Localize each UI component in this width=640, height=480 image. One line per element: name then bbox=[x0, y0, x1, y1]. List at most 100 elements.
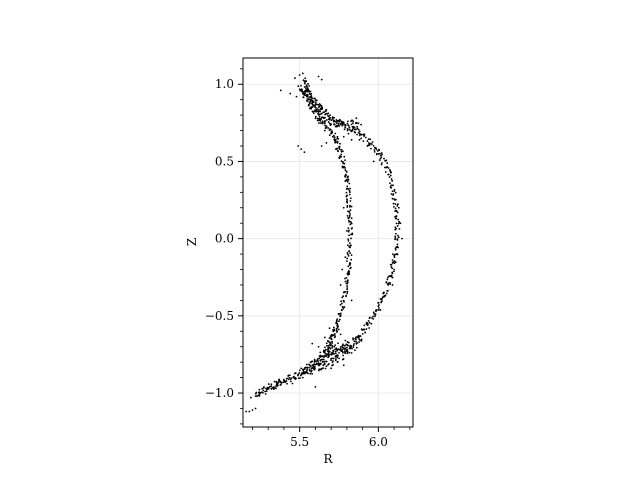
scatter-point bbox=[339, 303, 342, 306]
scatter-point bbox=[348, 229, 350, 232]
scatter-point bbox=[355, 346, 358, 349]
scatter-point bbox=[360, 133, 363, 136]
scatter-point bbox=[323, 111, 326, 113]
scatter-point bbox=[347, 239, 350, 242]
scatter-point bbox=[349, 347, 352, 350]
scatter-point bbox=[396, 205, 399, 207]
scatter-point bbox=[300, 148, 303, 150]
scatter-point bbox=[285, 380, 288, 383]
scatter-point bbox=[360, 137, 363, 140]
scatter-point bbox=[397, 206, 400, 209]
scatter-point bbox=[387, 284, 390, 286]
scatter-point bbox=[276, 384, 279, 387]
scatter-point bbox=[357, 334, 360, 337]
scatter-point bbox=[333, 345, 336, 348]
scatter-point bbox=[394, 191, 397, 194]
scatter-point bbox=[320, 104, 323, 107]
scatter-point bbox=[317, 362, 320, 365]
scatter-point bbox=[273, 380, 276, 383]
scatter-point bbox=[341, 124, 344, 127]
scatter-point bbox=[317, 345, 320, 348]
scatter-point bbox=[298, 74, 301, 76]
scatter-point bbox=[279, 89, 282, 92]
scatter-point bbox=[346, 215, 349, 217]
scatter-point bbox=[395, 217, 398, 220]
scatter-point bbox=[328, 129, 331, 132]
scatter-point bbox=[344, 159, 346, 161]
scatter-point bbox=[349, 204, 351, 207]
scatter-point bbox=[388, 176, 391, 178]
scatter-point bbox=[341, 344, 344, 347]
scatter-point bbox=[301, 376, 304, 379]
scatter-point bbox=[331, 135, 334, 138]
scatter-point bbox=[342, 358, 345, 360]
scatter-point bbox=[346, 127, 349, 130]
scatter-point bbox=[318, 122, 320, 124]
scatter-point bbox=[349, 200, 352, 202]
scatter-point bbox=[304, 90, 306, 93]
scatter-point bbox=[308, 363, 310, 366]
scatter-point bbox=[331, 361, 334, 364]
scatter-point bbox=[313, 368, 316, 371]
scatter-point bbox=[352, 126, 355, 129]
scatter-point bbox=[350, 299, 353, 302]
scatter-point bbox=[324, 353, 327, 355]
scatter-point bbox=[306, 366, 308, 369]
scatter-point bbox=[254, 407, 257, 410]
scatter-point bbox=[265, 390, 268, 393]
scatter-point bbox=[332, 364, 334, 366]
scatter-point bbox=[309, 361, 312, 364]
scatter-point bbox=[288, 376, 291, 379]
scatter-point bbox=[330, 359, 332, 362]
scatter-point bbox=[311, 101, 314, 104]
scatter-point bbox=[337, 325, 340, 328]
scatter-point bbox=[347, 188, 350, 191]
scatter-point bbox=[318, 115, 321, 118]
scatter-point bbox=[363, 135, 365, 138]
scatter-point bbox=[394, 247, 397, 250]
scatter-point bbox=[373, 146, 376, 149]
scatter-point bbox=[286, 382, 288, 385]
scatter-point bbox=[311, 97, 313, 100]
scatter-point bbox=[300, 374, 302, 377]
scatter-point bbox=[384, 171, 387, 173]
scatter-point bbox=[340, 120, 343, 123]
scatter-point bbox=[327, 121, 330, 123]
scatter-point bbox=[384, 159, 387, 162]
scatter-point bbox=[287, 378, 290, 381]
scatter-point bbox=[332, 134, 335, 137]
scatter-point bbox=[338, 156, 341, 159]
scatter-point bbox=[303, 151, 306, 154]
scatter-point bbox=[358, 337, 360, 340]
scatter-point bbox=[396, 225, 399, 227]
scatter-point bbox=[360, 340, 363, 342]
scatter-point bbox=[351, 233, 354, 236]
scatter-point bbox=[307, 88, 310, 91]
scatter-point bbox=[353, 340, 356, 343]
scatter-point bbox=[391, 190, 394, 193]
scatter-point bbox=[314, 117, 317, 120]
scatter-point bbox=[258, 394, 261, 397]
scatter-point bbox=[303, 368, 306, 370]
scatter-point bbox=[346, 251, 349, 254]
scatter-point bbox=[375, 152, 378, 155]
scatter-point bbox=[316, 117, 319, 120]
scatter-point bbox=[346, 129, 349, 132]
scatter-point bbox=[396, 253, 399, 255]
scatter-point bbox=[324, 120, 327, 123]
scatter-point bbox=[333, 326, 335, 329]
scatter-point bbox=[280, 381, 283, 384]
scatter-point bbox=[311, 372, 314, 375]
axis-ticks: 5.5 6.0 −1.0 −0.5 0.0 0.5 1.0 bbox=[205, 68, 411, 449]
scatter-point bbox=[302, 370, 305, 373]
scatter-point bbox=[399, 222, 402, 225]
scatter-point bbox=[305, 80, 308, 83]
scatter-point bbox=[393, 270, 395, 273]
scatter-point bbox=[344, 290, 347, 293]
scatter-point bbox=[355, 122, 358, 125]
scatter-point bbox=[396, 211, 399, 214]
scatter-point bbox=[390, 186, 393, 189]
scatter-point bbox=[320, 368, 323, 371]
scatter-point bbox=[301, 72, 304, 75]
x-tick-label: 6.0 bbox=[369, 435, 388, 449]
